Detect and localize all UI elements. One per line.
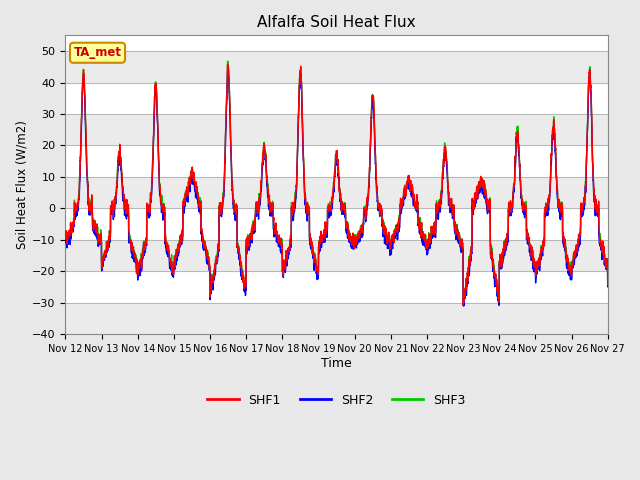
Bar — [65, 114, 608, 145]
Line: SHF2: SHF2 — [65, 71, 608, 306]
SHF1 — [458, 240, 466, 246]
SHF1 — [604, 282, 612, 288]
SHF3 — [495, 300, 503, 306]
SHF1 — [428, 226, 436, 231]
SHF1 — [604, 259, 611, 264]
SHF3 — [316, 237, 324, 242]
SHF2 — [458, 243, 466, 249]
SHF1 — [489, 263, 497, 268]
SHF2 — [604, 265, 611, 271]
SHF3 — [458, 238, 466, 244]
Y-axis label: Soil Heat Flux (W/m2): Soil Heat Flux (W/m2) — [15, 120, 28, 249]
Bar — [65, 177, 608, 208]
Bar — [65, 303, 608, 334]
Text: TA_met: TA_met — [74, 46, 122, 59]
SHF2 — [604, 284, 612, 289]
SHF3 — [604, 259, 611, 265]
Bar — [65, 51, 608, 83]
SHF2 — [316, 248, 324, 253]
Title: Alfalfa Soil Heat Flux: Alfalfa Soil Heat Flux — [257, 15, 416, 30]
SHF3 — [61, 235, 69, 240]
SHF3 — [159, 211, 166, 217]
SHF1 — [316, 240, 324, 246]
Legend: SHF1, SHF2, SHF3: SHF1, SHF2, SHF3 — [202, 389, 471, 411]
Bar — [65, 240, 608, 271]
Line: SHF3: SHF3 — [65, 61, 608, 303]
SHF2 — [460, 303, 467, 309]
Line: SHF1: SHF1 — [65, 64, 608, 305]
SHF2 — [489, 268, 497, 274]
X-axis label: Time: Time — [321, 357, 352, 370]
SHF3 — [489, 260, 497, 266]
SHF1 — [460, 302, 467, 308]
SHF1 — [224, 61, 232, 67]
SHF3 — [224, 58, 232, 64]
SHF2 — [225, 68, 232, 74]
SHF1 — [159, 209, 166, 215]
SHF2 — [428, 233, 436, 239]
SHF3 — [604, 282, 612, 288]
SHF2 — [61, 238, 69, 243]
SHF3 — [428, 228, 436, 234]
SHF2 — [159, 217, 166, 223]
SHF1 — [61, 236, 69, 242]
